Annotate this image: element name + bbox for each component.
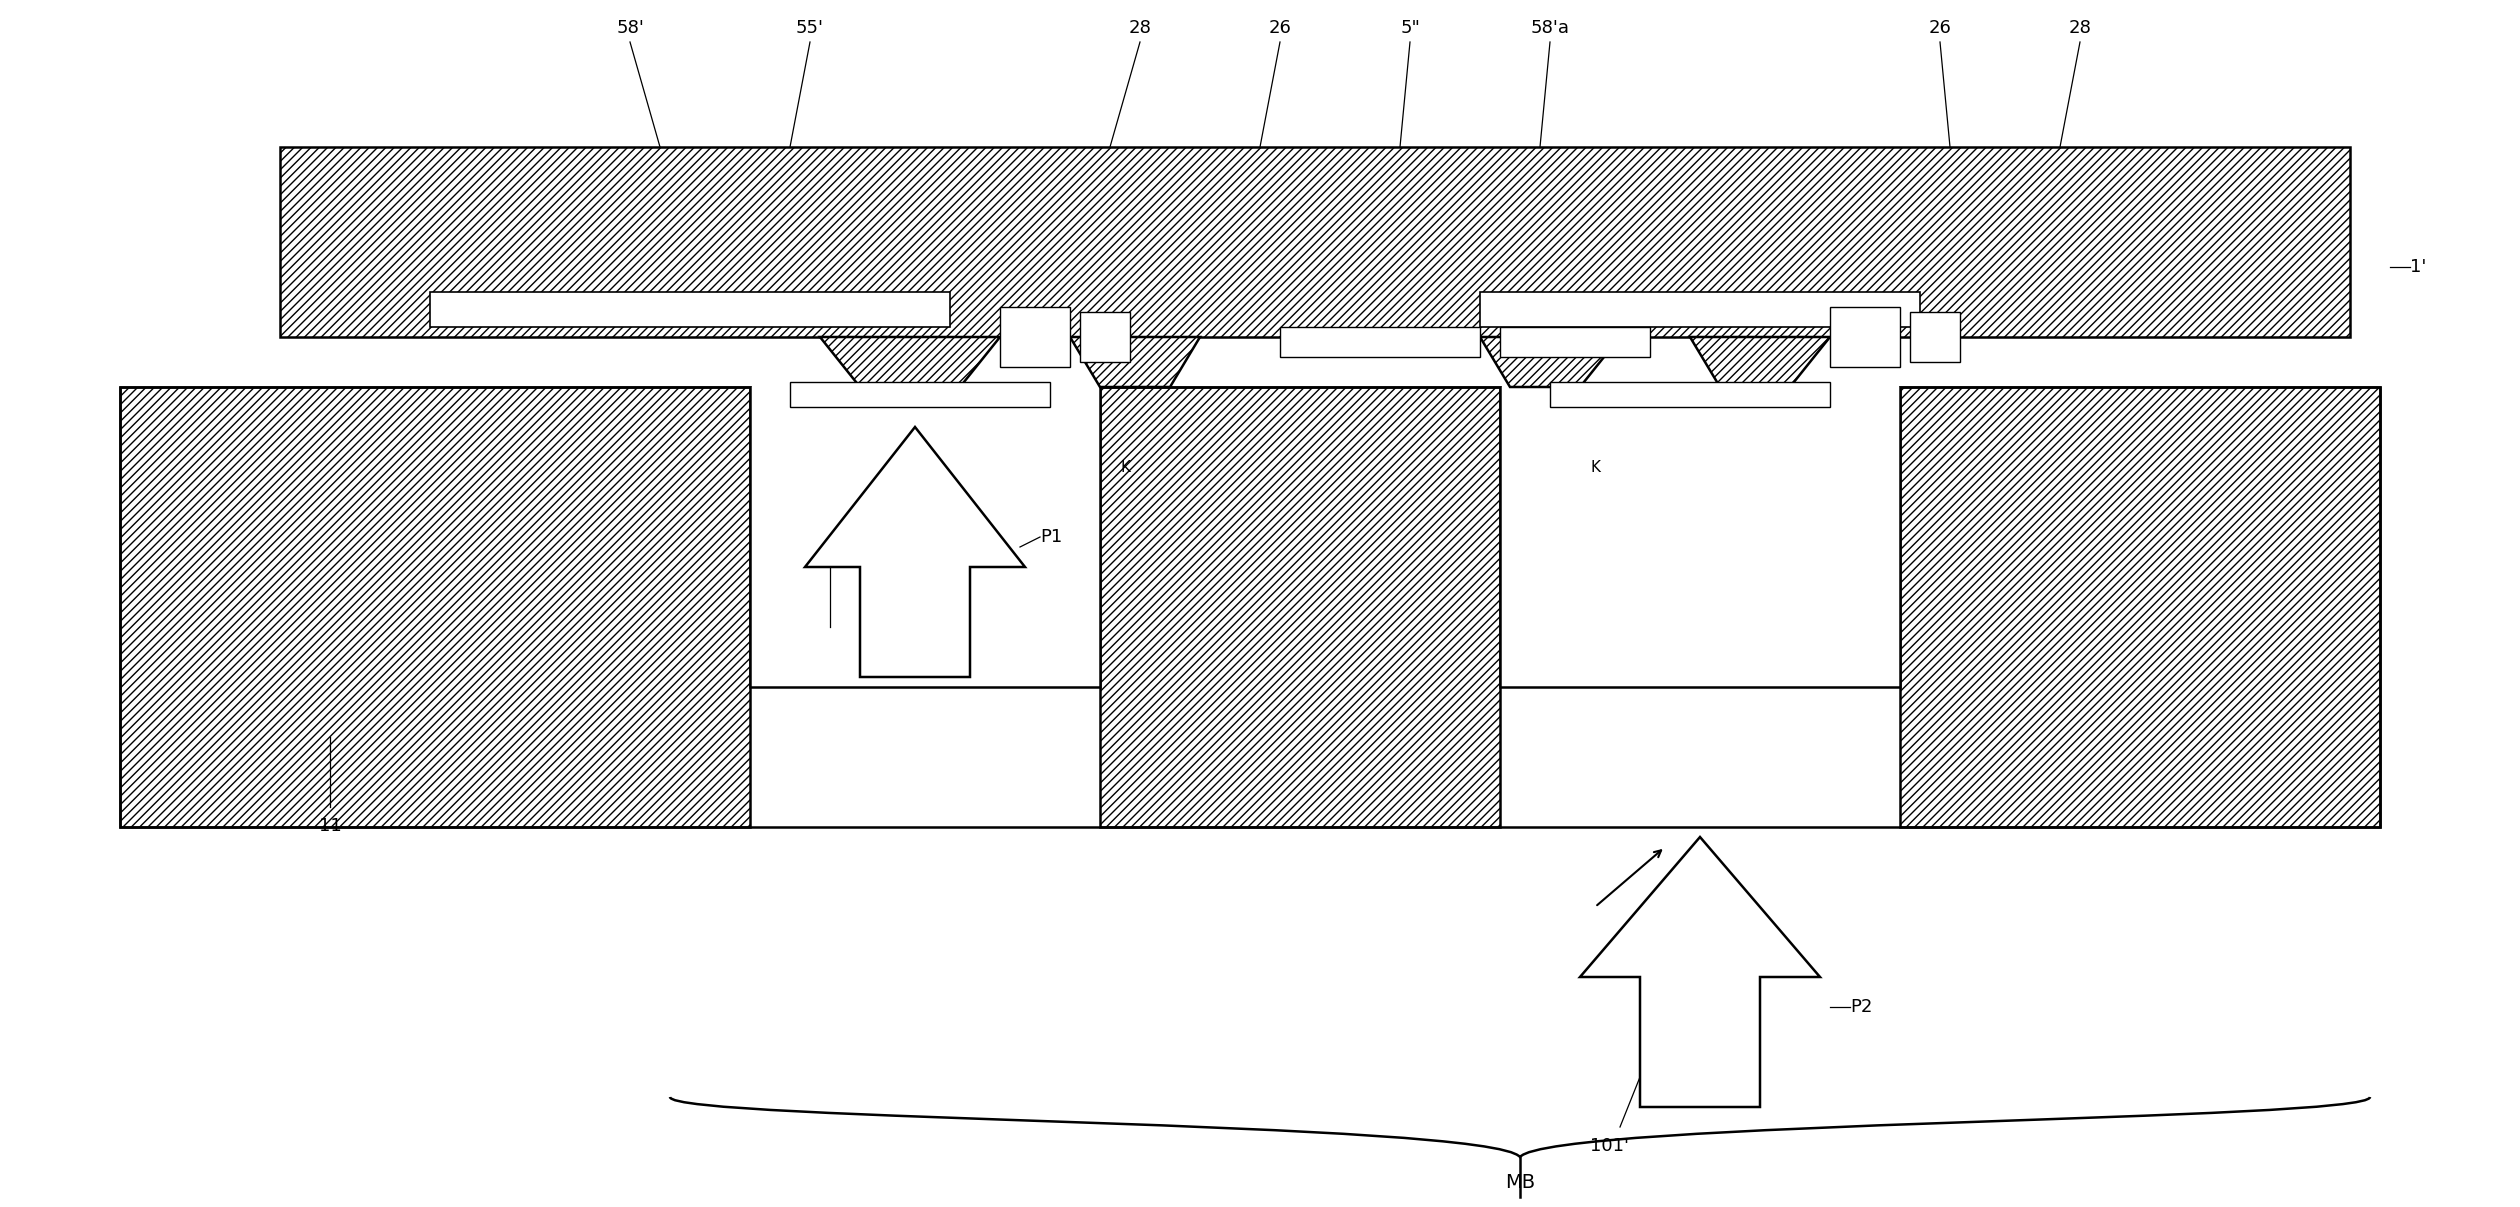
Text: 1': 1'	[2409, 258, 2427, 276]
Polygon shape	[819, 337, 1000, 387]
Text: 58': 58'	[615, 19, 645, 37]
Bar	[789, 381, 1051, 407]
Bar	[751, 387, 1101, 687]
Bar	[1830, 307, 1900, 367]
Polygon shape	[1580, 836, 1819, 1107]
Bar	[1101, 387, 1499, 827]
Bar	[431, 292, 950, 327]
Bar	[280, 147, 2351, 337]
Polygon shape	[1691, 337, 1830, 387]
Polygon shape	[1071, 337, 1200, 387]
Text: 26: 26	[1928, 19, 1950, 37]
Text: 28: 28	[1129, 19, 1152, 37]
Text: P2: P2	[1850, 998, 1872, 1016]
Text: K: K	[1119, 460, 1129, 474]
Text: 101': 101'	[1590, 1137, 1630, 1155]
Text: 26: 26	[1268, 19, 1290, 37]
Text: 51: 51	[819, 548, 842, 566]
Bar	[1900, 387, 2379, 827]
Bar	[1000, 307, 1071, 367]
Polygon shape	[804, 427, 1026, 677]
Bar	[1550, 381, 1830, 407]
Text: 11: 11	[318, 817, 340, 835]
Bar	[1280, 327, 1479, 357]
Text: MB: MB	[1504, 1173, 1535, 1193]
Text: 28: 28	[2069, 19, 2092, 37]
Text: 58'a: 58'a	[1530, 19, 1570, 37]
Bar	[1081, 311, 1129, 362]
Text: K: K	[1590, 460, 1600, 474]
Bar	[1499, 387, 1900, 687]
Bar	[1499, 327, 1651, 357]
Bar	[1910, 311, 1961, 362]
Text: P1: P1	[1041, 527, 1063, 546]
Bar	[121, 387, 751, 827]
Text: 55': 55'	[796, 19, 824, 37]
Bar	[1479, 292, 1920, 327]
Text: 5": 5"	[1401, 19, 1419, 37]
Polygon shape	[1479, 337, 1620, 387]
